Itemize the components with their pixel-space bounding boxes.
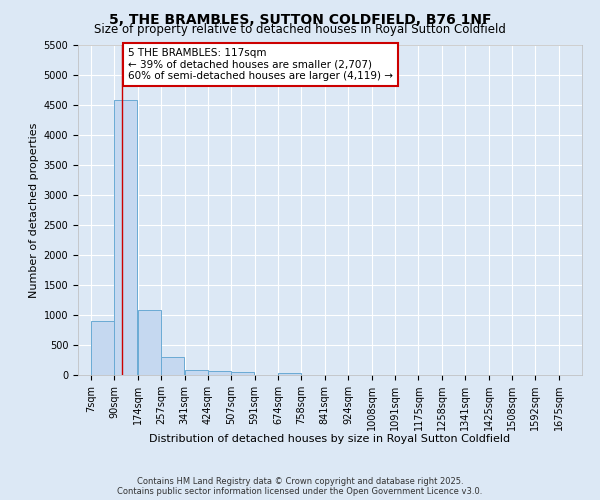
Text: Contains HM Land Registry data © Crown copyright and database right 2025.
Contai: Contains HM Land Registry data © Crown c… — [118, 476, 482, 496]
Text: Size of property relative to detached houses in Royal Sutton Coldfield: Size of property relative to detached ho… — [94, 22, 506, 36]
Bar — [185, 370, 208, 375]
Bar — [138, 310, 161, 375]
Text: 5, THE BRAMBLES, SUTTON COLDFIELD, B76 1NF: 5, THE BRAMBLES, SUTTON COLDFIELD, B76 1… — [109, 12, 491, 26]
Bar — [278, 372, 301, 375]
Bar — [208, 371, 231, 375]
Bar — [91, 321, 114, 375]
Y-axis label: Number of detached properties: Number of detached properties — [29, 122, 40, 298]
Bar — [114, 100, 137, 375]
Text: 5 THE BRAMBLES: 117sqm
← 39% of detached houses are smaller (2,707)
60% of semi-: 5 THE BRAMBLES: 117sqm ← 39% of detached… — [128, 48, 393, 81]
X-axis label: Distribution of detached houses by size in Royal Sutton Coldfield: Distribution of detached houses by size … — [149, 434, 511, 444]
Bar — [161, 357, 184, 375]
Bar — [231, 372, 254, 375]
